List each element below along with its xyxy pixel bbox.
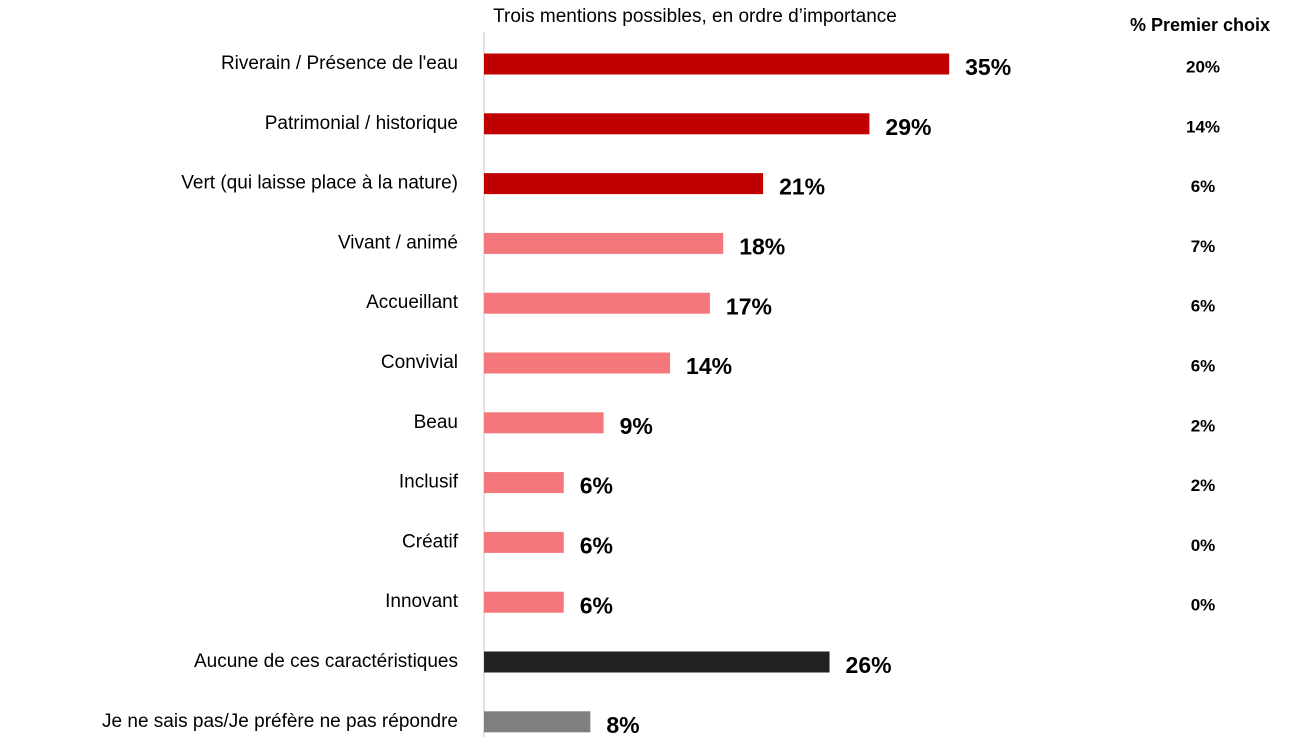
bar xyxy=(484,352,671,374)
bar xyxy=(484,113,870,135)
category-label: Vivant / animé xyxy=(338,232,458,253)
category-label: Je ne sais pas/Je préfère ne pas répondr… xyxy=(102,711,458,732)
first-choice-value: 2% xyxy=(1191,416,1216,435)
category-label: Aucune de ces caractéristiques xyxy=(194,651,458,672)
category-label: Inclusif xyxy=(399,472,459,493)
bar xyxy=(484,232,724,254)
bar xyxy=(484,472,564,494)
first-choice-value: 2% xyxy=(1191,476,1216,495)
bar xyxy=(484,412,604,434)
first-choice-value: 7% xyxy=(1191,237,1216,256)
category-label: Innovant xyxy=(385,591,459,612)
category-label: Convivial xyxy=(381,352,458,373)
value-label: 21% xyxy=(779,174,825,200)
first-choice-value: 0% xyxy=(1191,596,1216,615)
first-choice-value: 14% xyxy=(1186,117,1220,136)
value-label: 14% xyxy=(686,353,732,379)
value-label: 29% xyxy=(885,114,931,140)
category-label: Accueillant xyxy=(366,292,459,313)
bar xyxy=(484,173,764,195)
value-label: 35% xyxy=(965,54,1011,80)
bar xyxy=(484,292,710,314)
bar xyxy=(484,651,830,673)
first-choice-value: 6% xyxy=(1191,297,1216,316)
first-choice-value: 0% xyxy=(1191,536,1216,555)
value-label: 18% xyxy=(739,233,785,259)
category-label: Créatif xyxy=(402,531,459,552)
category-label: Beau xyxy=(414,412,458,433)
category-label: Riverain / Présence de l'eau xyxy=(221,53,458,74)
value-label: 6% xyxy=(580,532,613,558)
value-label: 6% xyxy=(580,473,613,499)
first-choice-value: 6% xyxy=(1191,177,1216,196)
category-label: Vert (qui laisse place à la nature) xyxy=(181,173,458,194)
bar xyxy=(484,591,564,613)
value-label: 9% xyxy=(620,413,653,439)
value-label: 17% xyxy=(726,293,772,319)
column-header: % Premier choix xyxy=(1130,15,1270,35)
first-choice-value: 6% xyxy=(1191,356,1216,375)
value-label: 26% xyxy=(846,652,892,678)
value-label: 6% xyxy=(580,592,613,618)
bar xyxy=(484,711,591,733)
bar xyxy=(484,531,564,553)
value-label: 8% xyxy=(606,712,639,737)
bar xyxy=(484,53,950,75)
category-label: Patrimonial / historique xyxy=(265,113,458,134)
first-choice-value: 20% xyxy=(1186,57,1220,76)
chart-subtitle: Trois mentions possibles, en ordre d’imp… xyxy=(493,6,897,27)
